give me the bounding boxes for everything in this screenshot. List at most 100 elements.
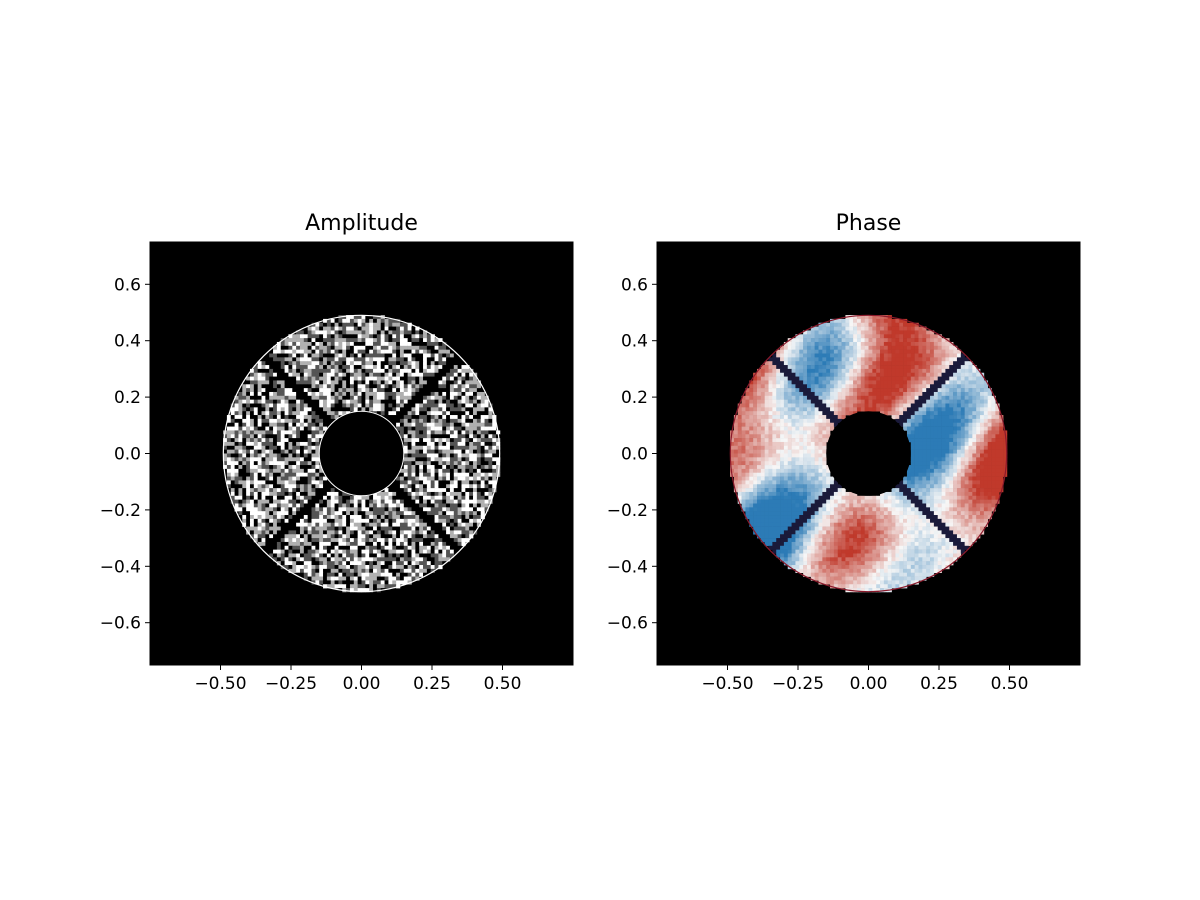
image-pixel [311, 426, 316, 431]
image-pixel [423, 395, 428, 400]
image-pixel [772, 391, 777, 397]
image-pixel [384, 534, 389, 539]
image-pixel [956, 368, 962, 374]
image-pixel [307, 345, 312, 350]
image-pixel [292, 418, 297, 424]
image-pixel [891, 345, 896, 350]
image-pixel [457, 518, 462, 524]
image-pixel [276, 434, 282, 439]
image-pixel [403, 391, 408, 397]
image-pixel [403, 426, 408, 431]
image-pixel [249, 415, 255, 420]
image-pixel [856, 391, 862, 397]
image-pixel [469, 411, 474, 416]
image-pixel [376, 491, 382, 497]
image-pixel [330, 388, 335, 393]
image-pixel [365, 549, 370, 554]
image-pixel [284, 368, 289, 374]
image-pixel [303, 399, 308, 404]
image-pixel [280, 365, 285, 370]
image-pixel [399, 476, 405, 481]
image-pixel [265, 372, 270, 377]
image-pixel [449, 399, 455, 404]
image-pixel [972, 384, 977, 389]
image-pixel [419, 418, 424, 424]
image-pixel [476, 426, 482, 431]
image-pixel [365, 365, 370, 370]
image-pixel [933, 353, 939, 358]
image-pixel [280, 545, 285, 550]
image-pixel [257, 438, 262, 443]
image-pixel [334, 507, 339, 512]
image-pixel [403, 468, 408, 474]
image-pixel [830, 326, 835, 331]
image-pixel [434, 484, 439, 489]
image-pixel [449, 368, 455, 374]
image-pixel [323, 534, 328, 539]
image-pixel [369, 395, 374, 400]
image-pixel [303, 545, 308, 550]
amplitude-image [222, 314, 501, 593]
image-pixel [369, 334, 374, 339]
image-pixel [442, 457, 447, 462]
image-pixel [357, 372, 362, 377]
image-pixel [238, 388, 243, 393]
image-pixel [872, 376, 877, 381]
image-pixel [353, 580, 358, 585]
image-pixel [473, 449, 478, 454]
image-pixel [407, 449, 412, 454]
image-pixel [833, 341, 839, 347]
image-pixel [914, 322, 919, 327]
image-pixel [307, 434, 312, 439]
image-pixel [887, 407, 892, 412]
image-pixel [296, 357, 301, 362]
image-pixel [307, 491, 312, 497]
image-pixel [330, 584, 335, 589]
image-pixel [234, 468, 239, 474]
image-pixel [453, 445, 458, 450]
image-pixel [357, 353, 362, 358]
image-pixel [249, 388, 255, 393]
image-pixel [476, 507, 482, 512]
image-pixel [883, 318, 889, 324]
image-pixel [399, 530, 405, 535]
image-pixel [349, 515, 355, 520]
image-pixel [338, 365, 343, 370]
image-pixel [795, 384, 800, 389]
image-pixel [323, 403, 328, 408]
image-pixel [334, 334, 339, 339]
image-pixel [980, 380, 985, 385]
image-pixel [814, 380, 819, 385]
image-pixel [334, 368, 339, 374]
image-pixel [853, 380, 858, 385]
image-pixel [230, 499, 235, 504]
image-pixel [234, 507, 239, 512]
image-pixel [361, 561, 366, 566]
image-pixel [776, 388, 781, 393]
image-pixel [315, 353, 320, 358]
image-pixel [446, 491, 451, 497]
image-pixel [353, 553, 358, 558]
image-pixel [326, 326, 332, 331]
image-pixel [822, 407, 827, 412]
image-pixel [261, 445, 266, 450]
image-pixel [476, 495, 482, 500]
image-pixel [430, 349, 435, 354]
image-pixel [469, 391, 474, 397]
image-pixel [330, 391, 335, 397]
image-pixel [469, 403, 474, 408]
image-pixel [461, 395, 466, 400]
image-pixel [330, 565, 335, 570]
image-pixel [396, 349, 401, 354]
image-pixel [480, 399, 485, 404]
image-pixel [442, 491, 447, 497]
image-pixel [972, 372, 977, 377]
image-pixel [469, 453, 474, 458]
image-pixel [315, 403, 320, 408]
image-pixel [403, 334, 408, 339]
image-pixel [476, 418, 482, 424]
image-pixel [918, 376, 923, 381]
image-pixel [292, 461, 297, 466]
image-pixel [803, 399, 808, 404]
image-pixel [273, 445, 278, 450]
